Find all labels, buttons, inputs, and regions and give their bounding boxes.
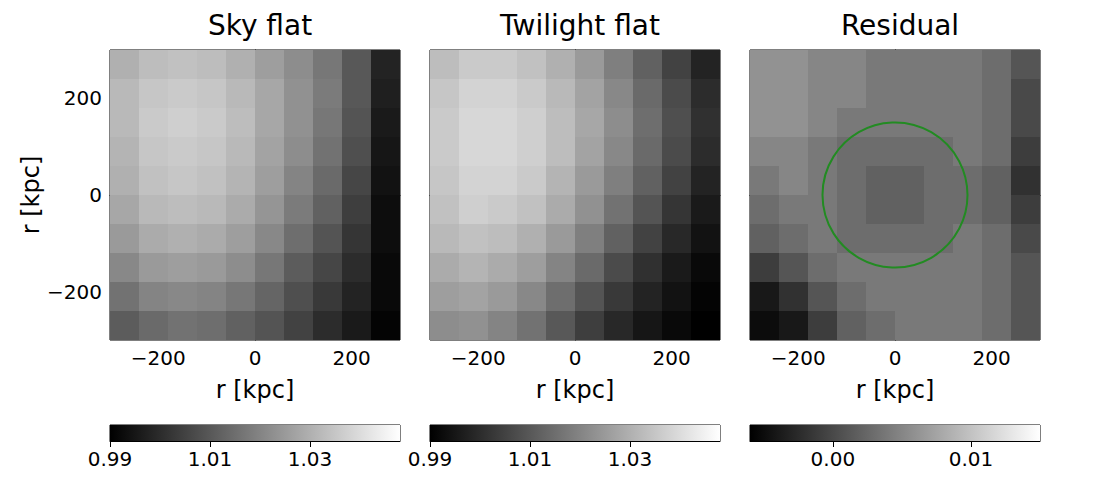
svg-text:1.03: 1.03 (288, 447, 333, 471)
svg-text:r [kpc]: r [kpc] (216, 376, 295, 404)
svg-text:200: 200 (973, 346, 1011, 370)
svg-text:−200: −200 (771, 346, 826, 370)
svg-text:0.99: 0.99 (88, 447, 133, 471)
svg-text:r [kpc]: r [kpc] (17, 156, 45, 235)
svg-text:1.03: 1.03 (608, 447, 653, 471)
svg-text:0: 0 (89, 183, 102, 207)
svg-text:1.01: 1.01 (188, 447, 233, 471)
svg-text:0.99: 0.99 (408, 447, 453, 471)
svg-text:0: 0 (569, 346, 582, 370)
svg-text:Residual: Residual (841, 9, 959, 42)
svg-text:Twilight flat: Twilight flat (499, 9, 660, 42)
svg-text:Sky flat: Sky flat (208, 9, 312, 42)
svg-text:200: 200 (653, 346, 691, 370)
svg-text:200: 200 (333, 346, 371, 370)
svg-text:r [kpc]: r [kpc] (536, 376, 615, 404)
svg-text:0.01: 0.01 (949, 447, 994, 471)
svg-text:−200: −200 (131, 346, 186, 370)
svg-text:−200: −200 (451, 346, 506, 370)
svg-text:0: 0 (889, 346, 902, 370)
svg-text:200: 200 (64, 86, 102, 110)
svg-text:−200: −200 (47, 280, 102, 304)
svg-text:0: 0 (249, 346, 262, 370)
svg-text:1.01: 1.01 (508, 447, 553, 471)
svg-text:0.00: 0.00 (811, 447, 856, 471)
svg-text:r [kpc]: r [kpc] (856, 376, 935, 404)
